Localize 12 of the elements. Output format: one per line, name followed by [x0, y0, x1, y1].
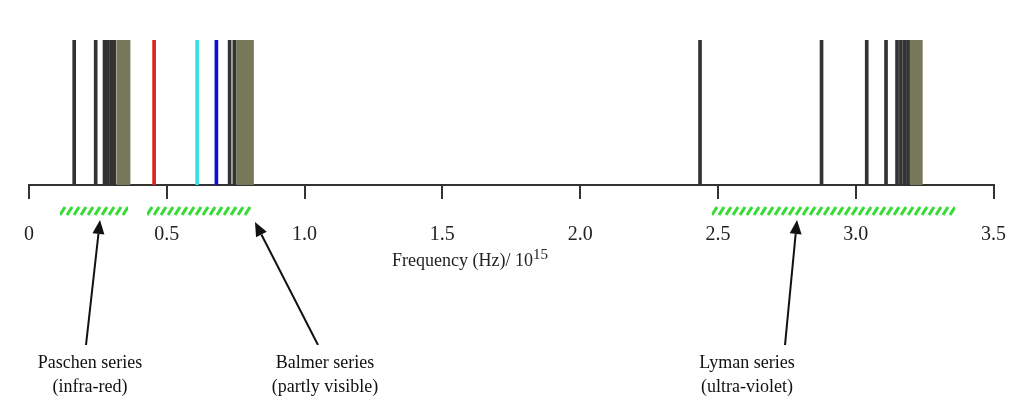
x-tick-label: 1.0	[292, 222, 318, 245]
x-tick-label: 0	[24, 222, 34, 245]
x-tick-label: 0.5	[154, 222, 180, 245]
text: Balmer series (partly visible)	[270, 351, 380, 398]
text: Lyman series (ultra-violet)	[698, 351, 796, 398]
x-tick-label: 2.0	[567, 222, 593, 245]
x-tick-label: 1.5	[429, 222, 455, 245]
x-tick-label: 3.5	[981, 222, 1006, 245]
text: Paschen series (infra-red)	[36, 351, 144, 398]
x-tick-label: 2.5	[705, 222, 731, 245]
x-axis-title: Frequency (Hz)/ 10$^{15}$	[391, 246, 549, 271]
x-tick-label: 3.0	[843, 222, 869, 245]
